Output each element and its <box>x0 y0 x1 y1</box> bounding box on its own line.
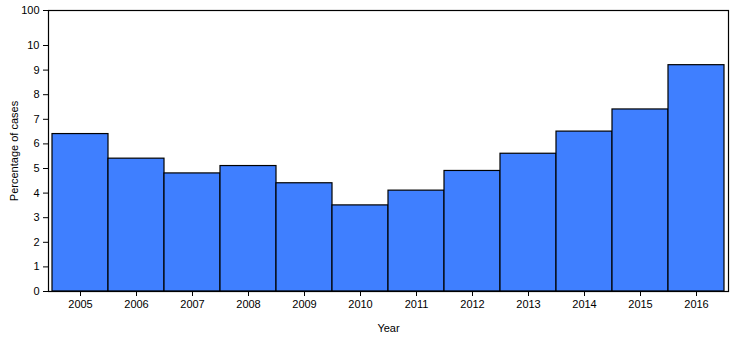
svg-text:Percentage of cases: Percentage of cases <box>8 100 20 201</box>
svg-text:6: 6 <box>33 137 39 149</box>
svg-text:2008: 2008 <box>236 298 260 310</box>
svg-text:Year: Year <box>377 322 400 334</box>
svg-text:2007: 2007 <box>180 298 204 310</box>
svg-text:2014: 2014 <box>572 298 596 310</box>
svg-text:2009: 2009 <box>292 298 316 310</box>
svg-text:2: 2 <box>33 236 39 248</box>
svg-text:3: 3 <box>33 211 39 223</box>
svg-text:8: 8 <box>33 88 39 100</box>
svg-text:1: 1 <box>33 260 39 272</box>
svg-text:9: 9 <box>33 64 39 76</box>
svg-text:2012: 2012 <box>460 298 484 310</box>
svg-text:10: 10 <box>27 39 39 51</box>
svg-text:4: 4 <box>33 187 39 199</box>
svg-text:7: 7 <box>33 113 39 125</box>
svg-text:2006: 2006 <box>124 298 148 310</box>
svg-text:2011: 2011 <box>405 298 429 310</box>
svg-text:2016: 2016 <box>684 298 708 310</box>
svg-text:2013: 2013 <box>516 298 540 310</box>
svg-text:100: 100 <box>21 4 39 16</box>
svg-text:2010: 2010 <box>348 298 372 310</box>
svg-text:2015: 2015 <box>628 298 652 310</box>
svg-text:2005: 2005 <box>68 298 92 310</box>
svg-text:0: 0 <box>33 285 39 297</box>
svg-text:5: 5 <box>33 162 39 174</box>
